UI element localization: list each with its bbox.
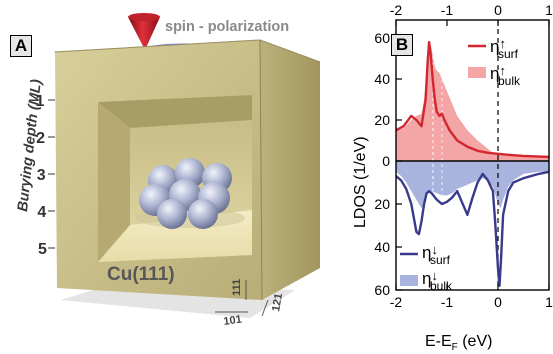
direction-121-label: 121 [270,292,285,312]
spin-up-surf-line [396,40,549,159]
y-tick-label-down: 40 [374,239,390,255]
x-tick-label-bottom: 0 [494,294,502,310]
y-tick-label-up: 60 [374,30,390,46]
stm-tip-icon [128,17,160,50]
x-tick-label-top: -1 [441,2,454,18]
depth-tick-label: 4 [37,204,46,221]
legend-down-bulk: η↓ bulk [422,268,453,293]
legend-up-bulk: η↑ bulk [490,63,521,88]
surf-down-line-path [396,170,549,287]
tip-label: spin - polarization [165,19,289,35]
adatom-cluster [135,158,245,229]
legend-up-surf: η↑ surf [490,36,519,61]
panel-a: spin - polarization Bury [15,13,321,328]
axis-ticks: -2 -2 -1 -1 0 0 1 1 0 20 40 60 20 40 60 [374,2,553,310]
x-tick-label-bottom: 1 [545,294,553,310]
legend-up-bulk-swatch [468,67,486,78]
spin-down-bulk-area [396,161,549,209]
x-tick-label-top: -2 [390,2,403,18]
direction-111-label: 111 [231,279,243,296]
depth-tick-label: 3 [37,167,46,184]
y-tick-label-up: 20 [374,112,390,128]
panel-b-tag: B [391,34,413,56]
bulk-up-area-path [396,44,549,161]
depth-tick-label: 5 [38,241,47,258]
y-tick-label-up: 40 [374,71,390,87]
depth-tick-label: 2 [36,130,45,147]
legend-down-bulk-swatch [400,275,418,286]
y-tick-label-down: 20 [374,196,390,212]
stm-tip-top [128,13,160,21]
x-tick-label-top: 1 [545,2,553,18]
y-tick-label-down: 60 [374,282,390,298]
legend-spin-up: η↑ surf η↑ bulk [468,36,521,88]
depth-tick-label: 1 [36,93,45,110]
direction-101-label: 101 [223,314,243,328]
x-tick-label-bottom: -2 [390,294,403,310]
plot-frame [395,19,550,291]
panel-b: -2 -2 -1 -1 0 0 1 1 0 20 40 60 20 40 60 LDOS (1/eV) E-… [352,2,553,353]
spin-down-surf-line [396,170,549,287]
legend-down-surf: η↓ surf [422,242,451,267]
spin-up-bulk-area [396,44,549,161]
bulk-down-area-path [396,161,549,209]
x-tick-label-top: 0 [494,2,502,18]
depth-ticks: 1 2 3 4 5 [36,93,55,258]
y-axis-label: LDOS (1/eV) [352,136,369,228]
surf-up-line-path [396,40,549,159]
x-axis-label: E-EF (eV) [425,333,492,353]
x-tick-label-bottom: -1 [441,294,454,310]
panel-a-tag: A [10,35,32,57]
surface-label: Cu(111) [107,264,175,285]
legend-spin-down: η↓ surf η↓ bulk [400,242,453,293]
cube-side-face [260,40,320,300]
y-tick-label-up: 0 [382,153,390,169]
